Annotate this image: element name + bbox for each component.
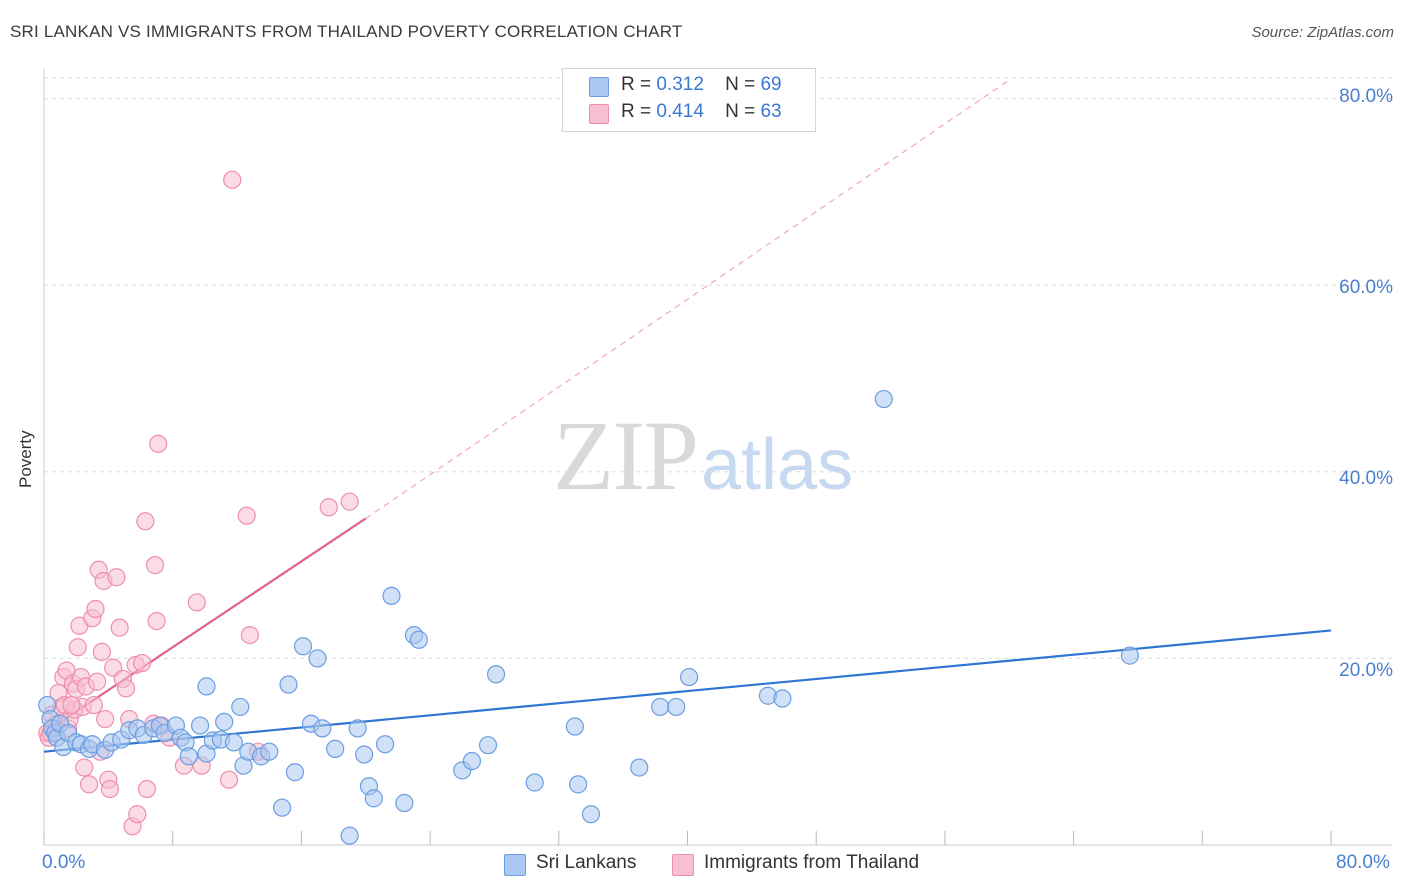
legend-swatch-blue <box>504 854 526 876</box>
point-sri-lankan <box>773 689 792 708</box>
point-thailand <box>86 599 105 619</box>
point-thailand <box>84 695 103 715</box>
point-sri-lankan <box>581 805 601 824</box>
point-thailand <box>133 653 152 673</box>
point-thailand <box>187 593 206 612</box>
legend-label-sri-lankans: Sri Lankans <box>536 852 637 873</box>
point-sri-lankan <box>874 389 893 409</box>
point-thailand <box>223 170 242 189</box>
point-sri-lankan <box>326 739 345 759</box>
r-label: R = <box>621 101 652 122</box>
point-thailand <box>92 642 112 661</box>
legend-label-thailand: Immigrants from Thailand <box>704 852 920 873</box>
point-sri-lankan <box>197 677 216 696</box>
point-sri-lankan <box>285 763 305 782</box>
point-sri-lankan <box>308 649 327 668</box>
point-thailand <box>116 679 136 698</box>
point-sri-lankan <box>569 775 588 794</box>
x-tick-label-0: 0.0% <box>42 852 86 873</box>
point-thailand <box>319 498 338 517</box>
point-sri-lankan <box>375 735 395 754</box>
point-thailand <box>137 779 157 799</box>
point-sri-lankan <box>293 637 313 656</box>
point-sri-lankan <box>260 742 279 761</box>
point-sri-lankan <box>478 736 498 755</box>
point-sri-lankan <box>382 586 401 606</box>
point-thailand <box>219 770 239 789</box>
point-thailand <box>62 695 81 715</box>
trend-line-thailand-extension <box>365 79 1010 519</box>
point-thailand <box>136 512 155 531</box>
point-sri-lankan <box>340 826 359 845</box>
trend-line-sri-lankans <box>43 629 1332 753</box>
point-sri-lankan <box>190 716 210 735</box>
point-sri-lankan <box>525 773 544 792</box>
n-value: 63 <box>760 101 782 122</box>
point-sri-lankan <box>224 733 243 752</box>
point-sri-lankan <box>630 758 649 777</box>
n-value: 69 <box>760 74 782 95</box>
point-thailand <box>79 775 99 794</box>
axes <box>43 68 1392 846</box>
point-sri-lankan <box>409 630 428 649</box>
r-value: 0.414 <box>656 101 704 122</box>
point-sri-lankan <box>667 697 686 717</box>
n-label: N = <box>725 101 756 122</box>
stats-swatch-pink <box>589 104 609 124</box>
point-sri-lankan <box>348 719 367 738</box>
r-value: 0.312 <box>656 74 704 95</box>
y-tick-label-60: 60.0% <box>1339 277 1393 298</box>
point-thailand <box>147 611 166 631</box>
point-sri-lankan <box>231 697 250 717</box>
point-sri-lankan <box>215 712 234 731</box>
point-thailand <box>128 805 147 824</box>
point-sri-lankan <box>313 719 332 738</box>
point-thailand <box>240 625 260 645</box>
point-thailand <box>75 758 94 777</box>
y-axis-label: Poverty <box>16 430 35 488</box>
point-sri-lankan <box>1120 646 1140 665</box>
point-sri-lankan <box>486 665 506 684</box>
watermark-atlas: atlas <box>701 425 854 505</box>
stats-swatch-blue <box>589 77 609 97</box>
point-sri-lankan <box>179 747 198 766</box>
n-label: N = <box>725 74 756 95</box>
point-sri-lankan <box>364 789 383 808</box>
y-tick-label-20: 20.0% <box>1339 660 1393 681</box>
point-sri-lankan <box>565 717 584 736</box>
point-sri-lankan <box>680 667 699 687</box>
point-thailand <box>68 638 87 657</box>
stats-legend: R = 0.312 N = 69 R = 0.414 N = 63 <box>562 68 816 132</box>
point-thailand <box>107 568 126 587</box>
point-thailand <box>100 779 120 799</box>
point-thailand <box>96 709 115 729</box>
legend-swatch-pink <box>672 854 694 876</box>
point-thailand <box>145 556 165 575</box>
point-thailand <box>149 434 168 453</box>
point-thailand <box>110 618 129 637</box>
point-sri-lankan <box>462 751 482 771</box>
data-points <box>38 170 1140 845</box>
zipatlas-watermark: ZIPatlas <box>553 398 853 513</box>
y-tick-label-40: 40.0% <box>1339 468 1393 489</box>
point-sri-lankan <box>272 798 292 817</box>
point-sri-lankan <box>395 793 414 813</box>
watermark-zip: ZIP <box>553 400 699 511</box>
grid-lines <box>44 77 1392 659</box>
point-sri-lankan <box>355 745 374 764</box>
point-sri-lankan <box>651 697 670 717</box>
chart-source: Source: ZipAtlas.com <box>1251 24 1394 41</box>
point-sri-lankan <box>279 675 298 694</box>
chart-title: SRI LANKAN VS IMMIGRANTS FROM THAILAND P… <box>10 22 683 41</box>
r-label: R = <box>621 74 652 95</box>
y-tick-label-80: 80.0% <box>1339 86 1393 107</box>
x-tick-label-80: 80.0% <box>1336 852 1390 873</box>
bottom-legend: Sri Lankans Immigrants from Thailand <box>0 852 1406 880</box>
point-thailand <box>340 492 359 511</box>
point-thailand <box>87 672 107 691</box>
point-thailand <box>237 506 256 525</box>
